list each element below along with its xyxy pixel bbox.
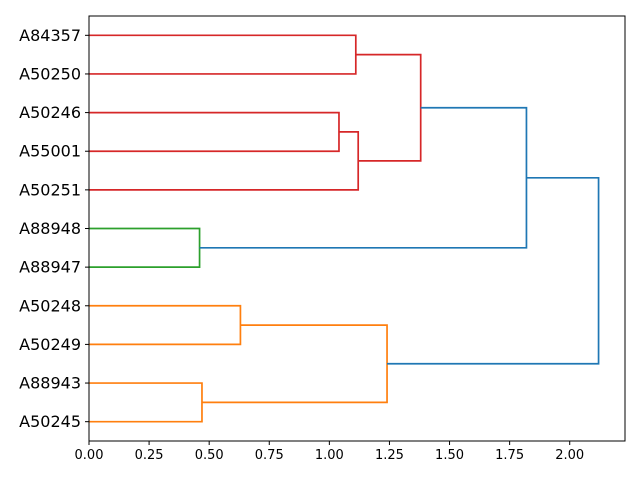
leaf-label: A55001 [19,142,81,161]
dendrogram-link-red [355,53,422,162]
leaf-label: A50249 [19,335,81,354]
dendrogram-link-blue [387,176,600,365]
x-tick-label: 1.75 [495,448,524,463]
leaf-label: A50251 [19,180,81,199]
x-tick-label: 1.25 [375,448,404,463]
x-tick-label: 1.50 [435,448,464,463]
dendrogram-link-orange [89,304,242,346]
dendrogram-link-red [89,131,360,191]
leaf-label: A84357 [19,26,81,45]
leaf-label: A50250 [19,64,81,83]
dendrogram-link-green [89,227,201,268]
leaf-label: A50246 [19,103,81,122]
dendrogram-link-orange [201,324,388,404]
x-tick-label: 0.25 [135,448,164,463]
x-tick-label: 0.50 [195,448,224,463]
x-tick-label: 2.00 [555,448,584,463]
dendrogram-link-red [89,34,357,75]
x-tick-label: 0.75 [255,448,284,463]
x-tick-label: 0.00 [75,448,104,463]
leaf-label: A88943 [19,374,81,393]
leaf-label: A88947 [19,258,81,277]
leaf-label: A50248 [19,296,81,315]
dendrogram-link-blue [199,106,528,249]
x-tick-label: 1.00 [315,448,344,463]
dendrogram-link-red [89,111,340,153]
leaf-label: A50245 [19,412,81,431]
dendrogram-link-orange [89,382,203,423]
leaf-label: A88948 [19,219,81,238]
